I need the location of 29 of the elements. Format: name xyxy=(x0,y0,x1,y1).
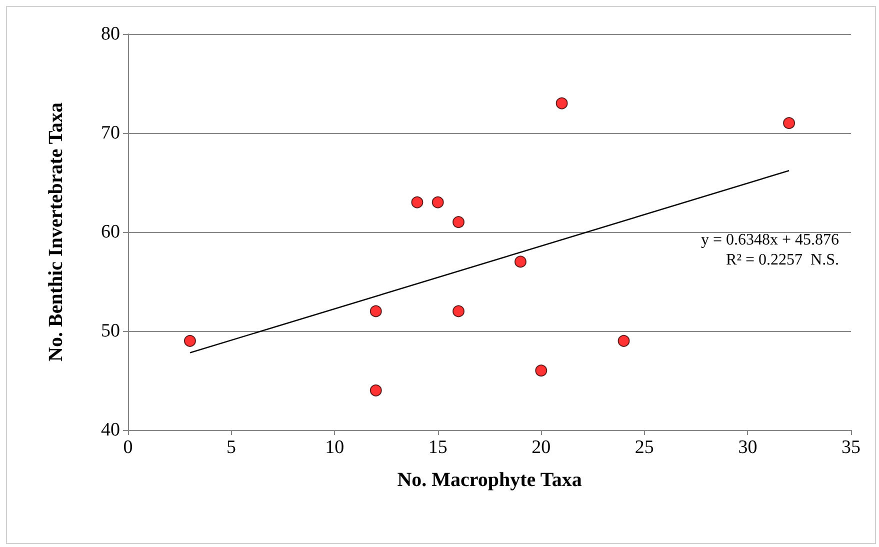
point xyxy=(411,196,424,208)
point xyxy=(432,196,444,208)
point xyxy=(452,305,465,318)
point xyxy=(514,256,526,268)
point xyxy=(556,97,568,110)
y-tick-label: 50 xyxy=(101,320,120,342)
point xyxy=(783,117,796,130)
y-tick-label: 60 xyxy=(101,222,120,242)
point xyxy=(618,334,630,347)
point xyxy=(184,334,196,347)
y-tick-label: 70 xyxy=(101,122,120,144)
x-axis-title: No. Macrophyte Taxa xyxy=(397,469,582,491)
x-tick-label: 20 xyxy=(532,437,551,458)
annotation: y = 0.6348x + 45.876 xyxy=(700,232,839,248)
x-tick-label: 35 xyxy=(842,437,860,458)
point xyxy=(452,216,465,228)
point xyxy=(370,384,382,396)
y-tick-label: 80 xyxy=(101,24,120,44)
y-axis-title: No. Benthic Invertebrate Taxa xyxy=(45,102,67,362)
point xyxy=(370,305,382,318)
point xyxy=(535,364,548,377)
x-tick-label: 10 xyxy=(325,437,344,458)
x-tick-label: 25 xyxy=(634,437,654,458)
y-tick-label: 40 xyxy=(101,420,120,440)
annotation: R² = 0.2257 N.S. xyxy=(726,252,839,268)
x-tick-label: 0 xyxy=(123,437,133,458)
x-tick-label: 5 xyxy=(226,437,236,458)
x-tick-label: 30 xyxy=(738,437,758,458)
x-tick-label: 15 xyxy=(428,437,448,458)
